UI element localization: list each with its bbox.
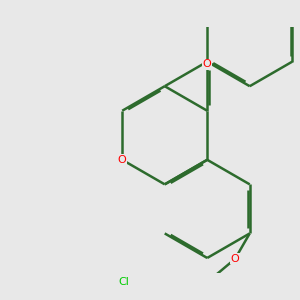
Text: O: O bbox=[203, 59, 212, 69]
Text: O: O bbox=[231, 254, 239, 264]
Text: Cl: Cl bbox=[119, 277, 130, 287]
Text: O: O bbox=[118, 155, 127, 165]
